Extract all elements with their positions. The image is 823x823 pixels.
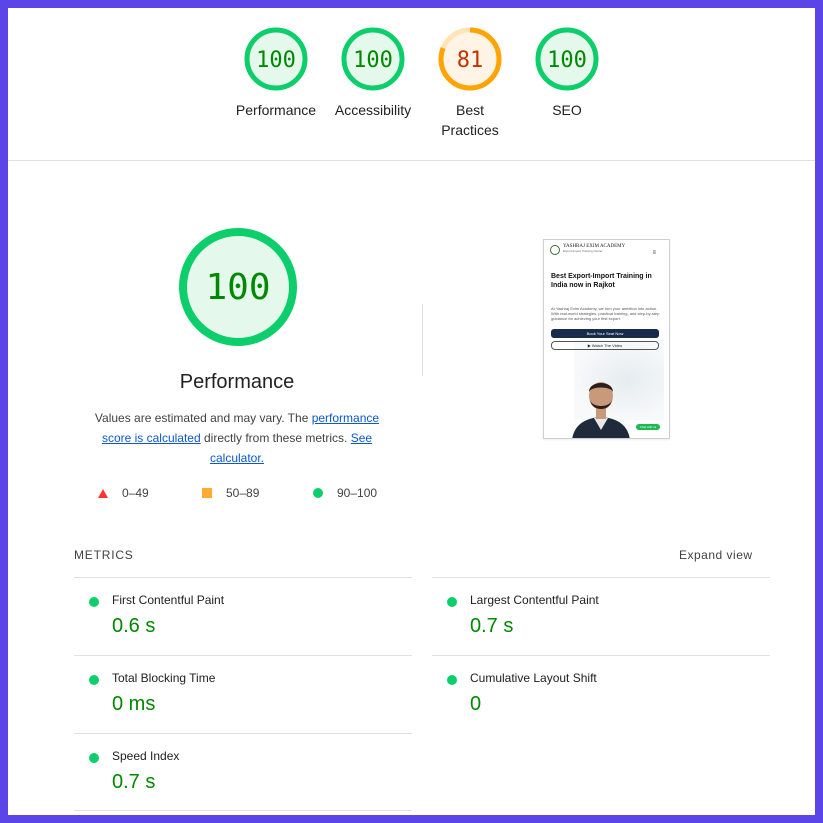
- metric-label: Cumulative Layout Shift: [470, 671, 597, 685]
- score-gauges-bar: 100 Performance 100 Accessibility 81 Bes…: [8, 8, 815, 161]
- best-practices-gauge-ring: 81: [438, 27, 502, 91]
- gauge-accessibility[interactable]: 100 Accessibility: [323, 26, 423, 120]
- world-map-image: [574, 340, 664, 420]
- metric-cumulative-layout-shift: Cumulative Layout Shift 0: [432, 655, 770, 733]
- book-seat-button: Book Your Seat Now: [551, 329, 659, 338]
- site-header: YASHRAJ EXIM ACADEMY Export-Import Train…: [550, 244, 660, 258]
- metric-label: Largest Contentful Paint: [470, 593, 599, 607]
- category-description: Values are estimated and may vary. The p…: [82, 408, 392, 468]
- main-score: 100: [205, 267, 270, 308]
- legend-pass: 90–100: [313, 486, 377, 500]
- metric-label: Total Blocking Time: [112, 671, 216, 685]
- square-icon: [202, 488, 212, 498]
- accessibility-gauge-ring: 100: [341, 27, 405, 91]
- gauge-score: 100: [547, 48, 587, 73]
- menu-icon: ≡: [652, 250, 656, 256]
- watch-video-button: ▶ Watch The Video: [551, 341, 659, 350]
- triangle-icon: [98, 488, 108, 498]
- site-subtext: At Yashraj Exim Academy, we turn your am…: [551, 306, 660, 321]
- whatsapp-chat-badge: Chat with us: [636, 424, 660, 430]
- gauge-score: 81: [457, 48, 484, 73]
- desc-text: Values are estimated and may vary. The: [94, 411, 312, 425]
- gauge-performance[interactable]: 100 Performance: [226, 26, 326, 120]
- brand-tagline: Export-Import Training Center: [563, 249, 603, 253]
- site-brand: YASHRAJ EXIM ACADEMY Export-Import Train…: [563, 244, 625, 254]
- legend-range: 50–89: [226, 486, 260, 500]
- seo-gauge-ring: 100: [535, 27, 599, 91]
- gauge-seo[interactable]: 100 SEO: [517, 26, 617, 120]
- circle-icon: [313, 488, 323, 498]
- category-title: Performance: [179, 371, 295, 393]
- gauge-label: Accessibility: [334, 102, 412, 118]
- metric-value: 0.7 s: [470, 615, 514, 637]
- metric-value: 0.7 s: [112, 771, 156, 793]
- see-calculator-link[interactable]: See calculator.: [209, 431, 373, 465]
- legend-range: 90–100: [337, 486, 378, 500]
- final-screenshot-thumbnail[interactable]: YASHRAJ EXIM ACADEMY Export-Import Train…: [543, 239, 670, 439]
- pass-circle-icon: [447, 597, 457, 607]
- metric-value: 0 ms: [112, 693, 156, 715]
- brand-name: YASHRAJ EXIM ACADEMY: [563, 244, 626, 249]
- metric-value: 0.6 s: [112, 615, 156, 637]
- gauge-score: 100: [353, 48, 393, 73]
- desc-text: directly from these metrics.: [200, 431, 351, 445]
- expand-view-toggle[interactable]: Expand view: [679, 548, 753, 562]
- metric-value: 0: [470, 693, 482, 715]
- metric-speed-index: Speed Index 0.7 s: [74, 733, 412, 811]
- report-frame: 100 Performance 100 Accessibility 81 Bes…: [8, 8, 815, 815]
- legend-fail: 0–49: [98, 486, 149, 500]
- gauge-label: Performance: [235, 102, 317, 118]
- performance-gauge-ring: 100: [244, 27, 308, 91]
- metric-total-blocking-time: Total Blocking Time 0 ms: [74, 655, 412, 733]
- section-divider: [422, 304, 423, 376]
- pass-circle-icon: [89, 753, 99, 763]
- gauge-score: 100: [256, 48, 296, 73]
- site-headline: Best Export-Import Training in India now…: [551, 273, 652, 289]
- metric-label: First Contentful Paint: [112, 593, 225, 607]
- score-calculated-link[interactable]: performance score is calculated: [101, 411, 380, 445]
- metrics-bottom-divider: [74, 810, 412, 811]
- performance-main-gauge: 100: [179, 228, 297, 346]
- metric-first-contentful-paint: First Contentful Paint 0.6 s: [74, 577, 412, 655]
- pass-circle-icon: [89, 597, 99, 607]
- gauge-label: SEO: [552, 102, 582, 118]
- metric-largest-contentful-paint: Largest Contentful Paint 0.7 s: [432, 577, 770, 655]
- legend-average: 50–89: [202, 486, 259, 500]
- logo-icon: [550, 245, 560, 255]
- legend-range: 0–49: [122, 486, 149, 500]
- gauge-label: Best Practices: [441, 102, 499, 138]
- pass-circle-icon: [447, 675, 457, 685]
- metric-label: Speed Index: [112, 749, 180, 763]
- pass-circle-icon: [89, 675, 99, 685]
- metrics-heading: METRICS: [74, 548, 134, 562]
- instructor-photo: [572, 382, 630, 438]
- gauge-best-practices[interactable]: 81 Best Practices: [420, 26, 520, 140]
